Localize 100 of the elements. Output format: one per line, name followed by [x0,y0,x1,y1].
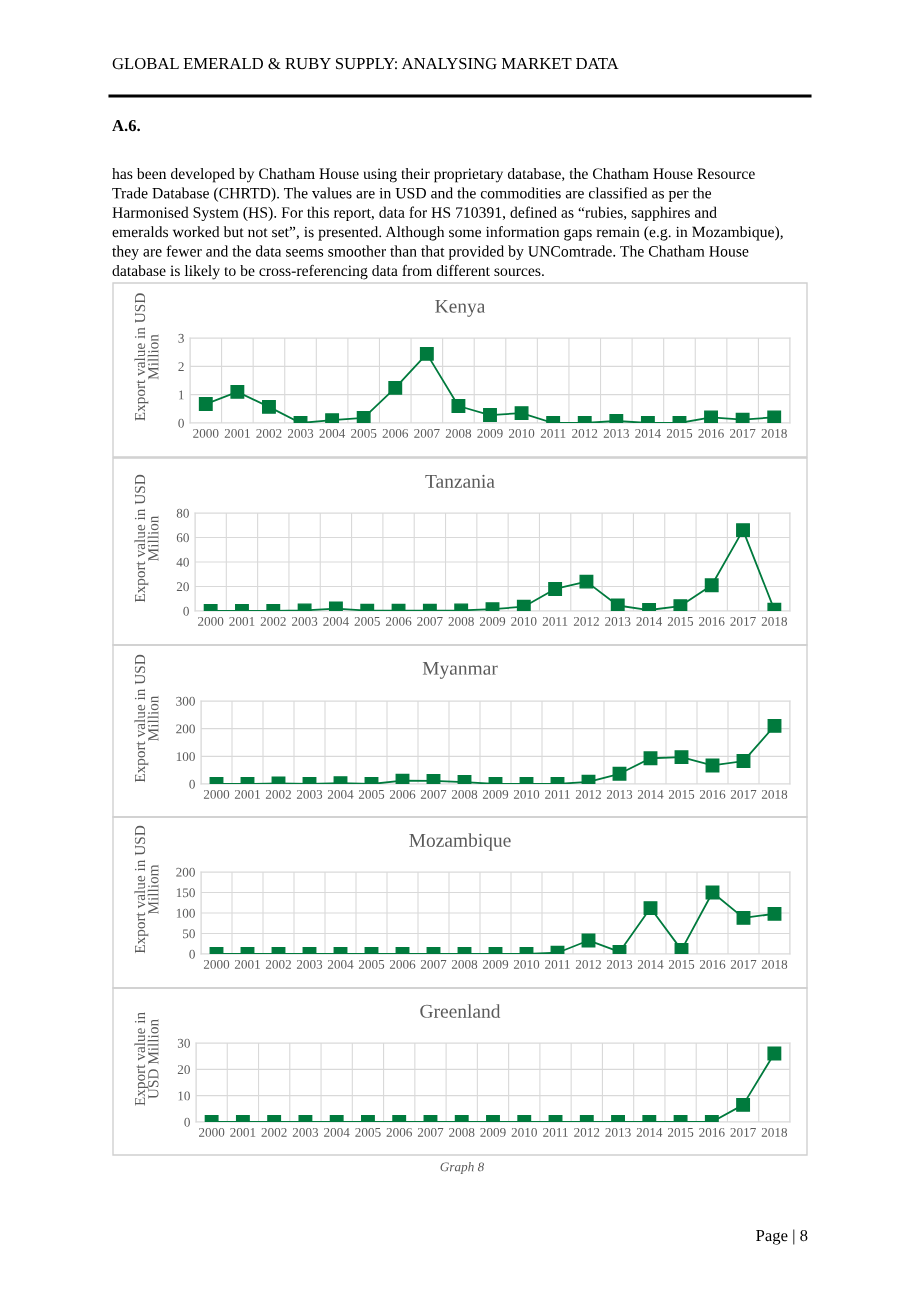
x-tick-label: 2011 [542,616,568,626]
x-tick-label: 2016 [699,959,726,969]
x-tick-label: 2002 [260,616,286,626]
x-tick-label: 2012 [575,789,601,799]
x-tick-label: 2004 [327,789,354,799]
x-tick-label: 2012 [573,616,599,626]
x-tick-label: 2003 [287,428,314,438]
y-tick-label: 300 [176,696,195,706]
x-tick-label: 2014 [636,1127,663,1137]
x-tick-label: 2015 [666,428,693,438]
x-tick-label: 2017 [730,428,756,438]
x-tick-label: 2005 [354,616,380,626]
x-tick-label: 2006 [386,1127,413,1137]
point [736,910,751,925]
x-tick-label: 2016 [699,789,726,799]
x-tick-label: 2001 [229,616,255,626]
y-tick-label: 30 [177,1038,190,1048]
x-tick-label: 2012 [572,428,598,438]
x-tick-label: 2014 [637,959,664,969]
x-tick-label: 2000 [198,616,224,626]
chart-title: Tanzania [425,474,495,488]
y-axis-title: Export value in USD Million [134,654,159,783]
x-tick-label: 2003 [296,789,323,799]
x-tick-label: 2018 [761,428,787,438]
x-tick-label: 2008 [451,959,478,969]
x-tick-label: 2016 [699,616,725,626]
caption: Graph 8 [440,1162,485,1174]
x-tick-label: 2012 [575,959,601,969]
x-tick-label: 2009 [479,616,506,626]
x-tick-label: 2010 [513,959,540,969]
x-tick-label: 2001 [234,789,260,799]
x-tick-label: 2010 [511,1127,537,1137]
x-tick-label: 2006 [382,428,409,438]
x-tick-label: 2011 [545,959,570,969]
y-tick-label: 100 [176,908,195,918]
x-tick-label: 2004 [319,428,346,438]
y-tick-label: 0 [189,949,195,959]
x-tick-label: 2005 [358,789,385,799]
y-tick-label: 40 [176,557,189,567]
x-tick-label: 2013 [603,428,629,438]
x-tick-label: 2000 [203,959,230,969]
x-tick-label: 2016 [698,428,724,438]
x-tick-label: 2016 [699,1127,725,1137]
x-tick-label: 2005 [355,1127,381,1137]
x-tick-label: 2017 [730,616,756,626]
x-tick-label: 2014 [635,428,661,438]
x-tick-label: 2000 [199,1127,225,1137]
chart-title: Greenland [420,1004,501,1018]
x-tick-label: 2003 [292,1127,319,1137]
x-tick-label: 2009 [477,428,503,438]
x-tick-label: 2011 [540,428,566,438]
y-tick-label: 10 [178,1091,190,1101]
chart-title: Kenya [435,299,486,317]
x-tick-label: 2006 [385,616,412,626]
x-tick-label: 2001 [224,428,250,438]
x-tick-label: 2005 [358,959,385,969]
x-tick-label: 2000 [203,789,230,799]
y-tick-label: 80 [176,508,189,518]
x-tick-label: 2013 [605,616,631,626]
x-tick-label: 2015 [668,789,695,799]
x-tick-label: 2009 [480,1127,506,1137]
x-tick-label: 2009 [482,959,509,969]
x-tick-label: 2003 [296,959,323,969]
x-tick-label: 2002 [261,1127,287,1137]
x-tick-label: 2013 [605,1127,631,1137]
x-tick-label: 2018 [761,959,788,969]
y-axis-title: Export value in USD Million [134,293,159,421]
x-tick-label: 2013 [606,959,633,969]
y-tick-label: 20 [176,582,189,592]
x-tick-label: 2008 [445,428,472,438]
x-tick-label: 2010 [511,616,537,626]
point [674,942,689,954]
x-tick-label: 2002 [256,428,282,438]
x-tick-label: 2008 [449,1127,475,1137]
x-tick-label: 2010 [513,789,540,799]
x-tick-label: 2008 [448,616,474,626]
x-tick-label: 2018 [761,1127,788,1137]
text: GLOBAL EMERALD & RUBY SUPPLY: ANALYSING MARKET DATA [112,57,619,70]
x-tick-label: 2017 [730,1127,756,1137]
x-tick-label: 2015 [667,1127,694,1137]
y-tick-label: 0 [183,606,189,616]
y-tick-label: 100 [176,752,195,762]
chart-title: Myanmar [422,661,498,679]
x-tick-label: 2002 [265,959,291,969]
x-tick-label: 2004 [323,616,349,626]
y-axis-title: Export value in USD Milliom [134,825,159,954]
y-tick-label: 50 [183,929,195,939]
y-tick-label: 200 [176,724,195,734]
x-tick-label: 2011 [543,1127,568,1137]
y-axis-title: Export value in USD Million [134,1012,159,1106]
x-tick-label: 2012 [574,1127,600,1137]
y-tick-label: 3 [178,333,184,343]
x-tick-label: 2007 [420,789,447,799]
x-tick-label: 2014 [637,789,664,799]
x-tick-label: 2004 [327,959,354,969]
y-tick-label: 150 [176,888,195,898]
x-tick-label: 2000 [193,428,219,438]
x-tick-label: 2013 [606,789,633,799]
x-tick-label: 2017 [730,959,757,969]
y-tick-label: 2 [178,362,184,371]
